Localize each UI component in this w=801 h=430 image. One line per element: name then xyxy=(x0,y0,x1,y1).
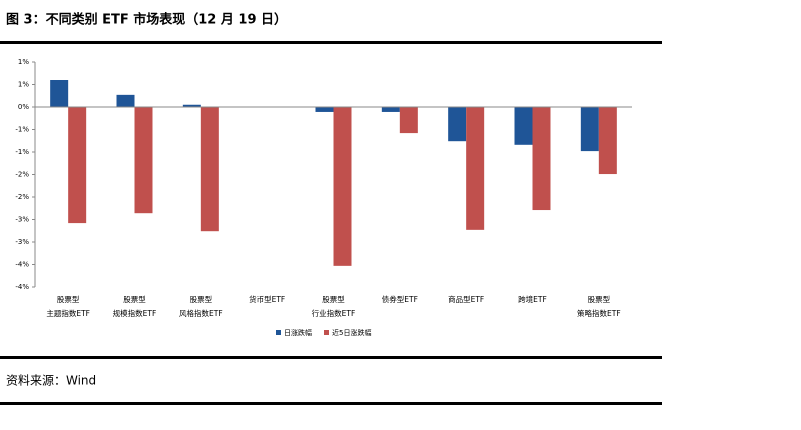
bar xyxy=(68,107,87,224)
y-tick-label: 0% xyxy=(18,103,29,111)
bar xyxy=(466,107,485,230)
x-tick-label: 风格指数ETF xyxy=(179,308,223,318)
x-tick-label: 行业指数ETF xyxy=(312,308,356,318)
bar xyxy=(333,107,352,266)
legend-label: 日涨跌幅 xyxy=(284,328,312,337)
y-tick-label: 1% xyxy=(18,58,29,66)
bar xyxy=(315,107,334,112)
y-tick-label: -2% xyxy=(15,193,29,201)
bar xyxy=(200,107,219,232)
x-tick-label: 股票型 xyxy=(57,295,80,304)
bar xyxy=(514,107,533,145)
bar xyxy=(580,107,599,152)
bar xyxy=(50,80,69,107)
mid-rule xyxy=(0,356,662,359)
bar xyxy=(381,107,400,112)
x-tick-label: 股票型 xyxy=(190,295,213,304)
x-tick-label: 商品型ETF xyxy=(448,294,484,304)
source: 资料来源：Wind xyxy=(6,374,96,388)
x-tick-label: 股票型 xyxy=(588,295,611,304)
y-tick-label: -1% xyxy=(15,126,29,134)
x-tick-label: 规模指数ETF xyxy=(113,308,157,318)
top-rule xyxy=(0,41,662,44)
x-tick-label: 跨境ETF xyxy=(518,294,547,304)
chart-title: 图 3：不同类别 ETF 市场表现（12 月 19 日） xyxy=(6,12,287,28)
x-tick-label: 股票型 xyxy=(123,295,146,304)
y-tick-label: -4% xyxy=(15,283,29,291)
bar xyxy=(448,107,467,142)
y-tick-label: -3% xyxy=(15,216,29,224)
x-tick-label: 股票型 xyxy=(322,295,345,304)
y-tick-label: -4% xyxy=(15,261,29,269)
x-tick-label: 策略指数ETF xyxy=(577,308,621,318)
y-tick-label: -2% xyxy=(15,171,29,179)
legend-swatch xyxy=(324,330,329,335)
y-tick-label: 1% xyxy=(18,81,29,89)
bar xyxy=(116,94,135,107)
legend-label: 近5日涨跌幅 xyxy=(332,328,371,337)
y-tick-label: -1% xyxy=(15,148,29,156)
legend-swatch xyxy=(276,330,281,335)
x-tick-label: 债券型ETF xyxy=(382,294,418,304)
x-tick-label: 主题指数ETF xyxy=(46,308,90,318)
bar xyxy=(532,107,551,211)
y-tick-label: -3% xyxy=(15,238,29,246)
x-tick-label: 货币型ETF xyxy=(249,294,285,304)
bar xyxy=(182,104,201,107)
bar xyxy=(399,107,418,134)
bottom-rule xyxy=(0,402,662,405)
bar xyxy=(134,107,153,214)
bar xyxy=(598,107,617,175)
